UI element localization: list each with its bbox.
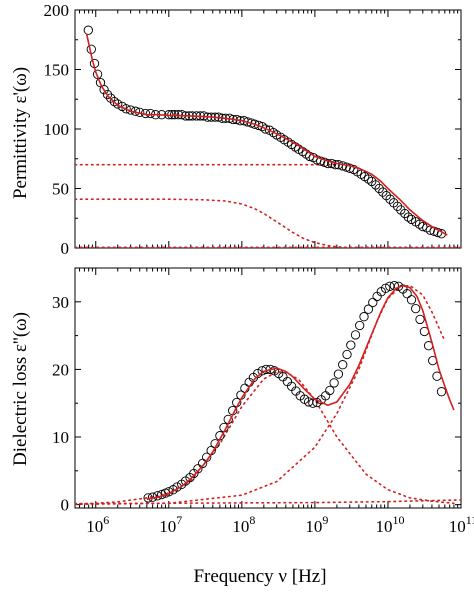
y-tick-label: 0 — [61, 239, 70, 258]
x-axis-title: Frequency ν [Hz] — [193, 566, 326, 587]
data-point — [374, 183, 384, 194]
component-curve-2 — [75, 198, 351, 248]
data-point — [363, 304, 374, 314]
data-point — [371, 180, 381, 190]
panel-bottom-dielectric-loss: 0 10 20 30 106 107 108 109 1010 1011 — [52, 267, 474, 536]
x-tick-label: 106 — [86, 513, 109, 536]
y-tick-label: 200 — [44, 1, 70, 20]
data-point — [406, 295, 417, 305]
data-point — [268, 127, 279, 138]
component-curve-2 — [75, 284, 446, 506]
plot-area — [75, 25, 461, 248]
component-curve-1 — [78, 371, 455, 505]
data-point — [113, 99, 123, 109]
data-point — [308, 398, 318, 408]
data-point — [346, 340, 356, 350]
data-point — [316, 156, 326, 166]
component-curve-3 — [75, 499, 461, 505]
y-tick-label: 10 — [52, 428, 69, 447]
y-tick-label: 20 — [52, 360, 69, 379]
data-point — [418, 221, 428, 232]
y-tick-label: 0 — [61, 496, 70, 515]
data-point — [350, 330, 361, 340]
data-point — [414, 219, 425, 229]
data-point — [380, 283, 391, 293]
x-tick-label: 1011 — [449, 513, 474, 536]
fit-curve — [85, 33, 448, 236]
x-tick-label: 108 — [232, 513, 255, 536]
top-y-axis-title: Permittivity ε'(ω) — [10, 67, 31, 199]
plot-frame — [74, 267, 462, 509]
data-point — [363, 174, 374, 184]
data-point — [403, 212, 413, 222]
data-point — [260, 124, 271, 134]
data-point — [338, 360, 348, 370]
data-point — [121, 104, 131, 114]
data-point — [323, 158, 333, 169]
data-point — [109, 96, 120, 107]
data-point — [106, 93, 116, 103]
data-point — [333, 369, 344, 379]
data-point — [329, 378, 339, 388]
data-point — [177, 110, 187, 120]
data-point — [145, 108, 156, 119]
x-tick-label: 107 — [159, 513, 182, 536]
y-tick-label: 30 — [52, 293, 69, 312]
data-point — [257, 121, 267, 132]
data-point — [325, 385, 335, 396]
plot-area — [75, 280, 461, 506]
data-point — [402, 289, 412, 299]
data-point — [400, 208, 410, 219]
data-point — [411, 303, 421, 314]
data-point — [385, 194, 395, 204]
data-point — [415, 314, 425, 325]
data-point — [355, 320, 365, 331]
y-tick-label: 150 — [44, 61, 70, 80]
data-point — [436, 387, 447, 397]
y-tick-label: 50 — [52, 180, 69, 199]
data-point — [83, 25, 93, 35]
data-point — [193, 464, 203, 474]
panel-top-permittivity: 0 50 100 150 200 — [44, 1, 462, 258]
bottom-y-axis-title: Dielectric loss ε''(ω) — [10, 312, 31, 466]
data-point — [378, 187, 388, 197]
data-point — [102, 89, 113, 100]
data-point — [345, 163, 355, 173]
data-point — [342, 349, 352, 360]
data-point — [368, 297, 378, 308]
data-point — [392, 201, 403, 211]
x-tick-label: 1010 — [375, 513, 404, 536]
fit-curve — [146, 284, 455, 500]
x-tick-label: 109 — [305, 513, 328, 536]
data-point — [99, 85, 109, 95]
y-tick-label: 100 — [44, 120, 70, 139]
data-point — [359, 312, 369, 322]
